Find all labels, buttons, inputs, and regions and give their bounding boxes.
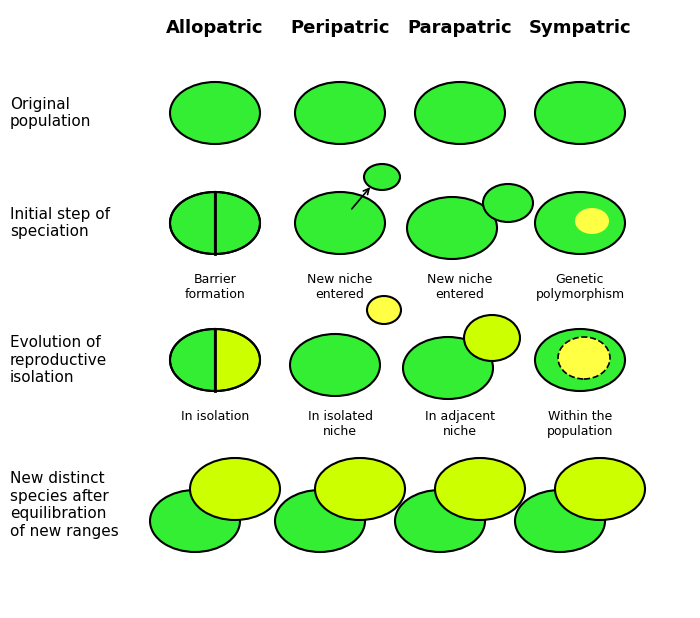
Text: New distinct
species after
equilibration
of new ranges: New distinct species after equilibration… bbox=[10, 472, 119, 539]
Ellipse shape bbox=[555, 458, 645, 520]
Text: Allopatric: Allopatric bbox=[167, 19, 264, 37]
Ellipse shape bbox=[190, 458, 280, 520]
Ellipse shape bbox=[435, 458, 525, 520]
Ellipse shape bbox=[275, 490, 365, 552]
Text: Barrier
formation: Barrier formation bbox=[185, 273, 246, 301]
Ellipse shape bbox=[315, 458, 405, 520]
Polygon shape bbox=[170, 192, 215, 254]
Ellipse shape bbox=[558, 337, 610, 379]
Text: In isolated
niche: In isolated niche bbox=[307, 410, 372, 438]
Ellipse shape bbox=[483, 184, 533, 222]
Ellipse shape bbox=[295, 82, 385, 144]
Ellipse shape bbox=[535, 329, 625, 391]
Polygon shape bbox=[215, 192, 260, 254]
Text: Evolution of
reproductive
isolation: Evolution of reproductive isolation bbox=[10, 335, 107, 385]
Ellipse shape bbox=[364, 164, 400, 190]
Text: Genetic
polymorphism: Genetic polymorphism bbox=[536, 273, 624, 301]
Text: Within the
population: Within the population bbox=[547, 410, 613, 438]
Text: New niche
entered: New niche entered bbox=[307, 273, 372, 301]
Text: In adjacent
niche: In adjacent niche bbox=[425, 410, 495, 438]
Text: Initial step of
speciation: Initial step of speciation bbox=[10, 207, 110, 239]
Text: Sympatric: Sympatric bbox=[528, 19, 631, 37]
Text: Original
population: Original population bbox=[10, 97, 92, 129]
Ellipse shape bbox=[407, 197, 497, 259]
Ellipse shape bbox=[295, 192, 385, 254]
Ellipse shape bbox=[464, 315, 520, 361]
Ellipse shape bbox=[290, 334, 380, 396]
Ellipse shape bbox=[575, 208, 609, 234]
Ellipse shape bbox=[403, 337, 493, 399]
Ellipse shape bbox=[415, 82, 505, 144]
Ellipse shape bbox=[170, 82, 260, 144]
Ellipse shape bbox=[395, 490, 485, 552]
Text: New niche
entered: New niche entered bbox=[427, 273, 493, 301]
Ellipse shape bbox=[367, 296, 401, 324]
Ellipse shape bbox=[535, 192, 625, 254]
Text: Peripatric: Peripatric bbox=[290, 19, 390, 37]
Ellipse shape bbox=[535, 82, 625, 144]
Text: Parapatric: Parapatric bbox=[407, 19, 512, 37]
Ellipse shape bbox=[150, 490, 240, 552]
Polygon shape bbox=[170, 329, 215, 391]
Polygon shape bbox=[215, 329, 260, 391]
Ellipse shape bbox=[515, 490, 605, 552]
Text: In isolation: In isolation bbox=[181, 410, 249, 423]
